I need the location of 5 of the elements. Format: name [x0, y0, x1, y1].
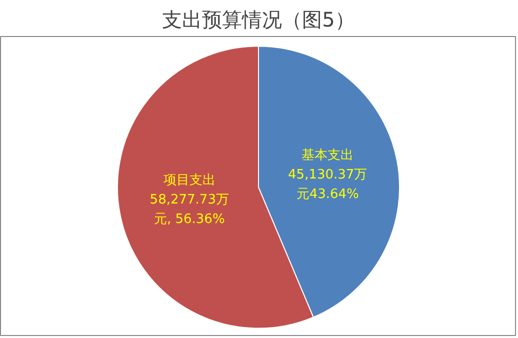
slice-label: 基本支出: [302, 148, 354, 163]
chart-title: 支出预算情况（图5）: [162, 8, 355, 32]
slice-label: 项目支出: [163, 172, 216, 188]
data-label: 58,277.73万元, 56.36%: [150, 192, 229, 227]
data-label: 45,130.37万元43.64%: [288, 167, 368, 202]
